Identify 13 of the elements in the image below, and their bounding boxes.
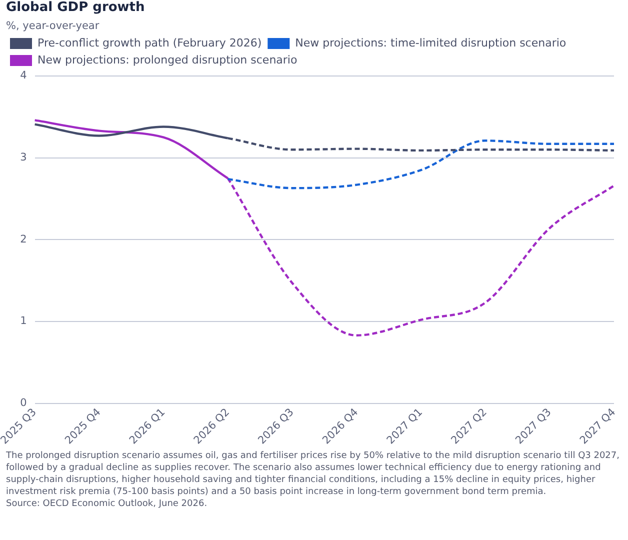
chart-subtitle: %, year-over-year [6,20,100,32]
legend-label: Pre-conflict growth path (February 2026) [38,36,262,50]
y-tick-label: 4 [20,70,28,82]
y-tick-label: 2 [20,233,27,246]
legend-label: New projections: time-limited disruption scenario [295,36,566,50]
y-tick-label: 0 [20,397,27,409]
y-tick-label: 1 [20,315,27,328]
text: The prolonged disruption scenario assumes oil, gas and fertiliser prices rise by 50% relative to the mild disruption scenario till Q3 2027, followed by a gradual decline as supplies recover. The scenario also assumes lower technical efficiency due to energy rationing and supply-chain disruptions, higher household saving and tighter financial conditions, including a 15% decline in equity prices, higher investment risk premia (75-100 basis points) and a 50 basis point increase in long-term government bond term premia. [6,450,620,498]
chart-title: Global GDP growth [6,0,146,16]
source-note: Source: OECD Economic Outlook, June 2026. [6,498,208,510]
line-series [226,140,616,190]
legend-label: New projections: prolonged disruption scenario [38,53,298,66]
y-tick-label: 3 [20,152,27,164]
